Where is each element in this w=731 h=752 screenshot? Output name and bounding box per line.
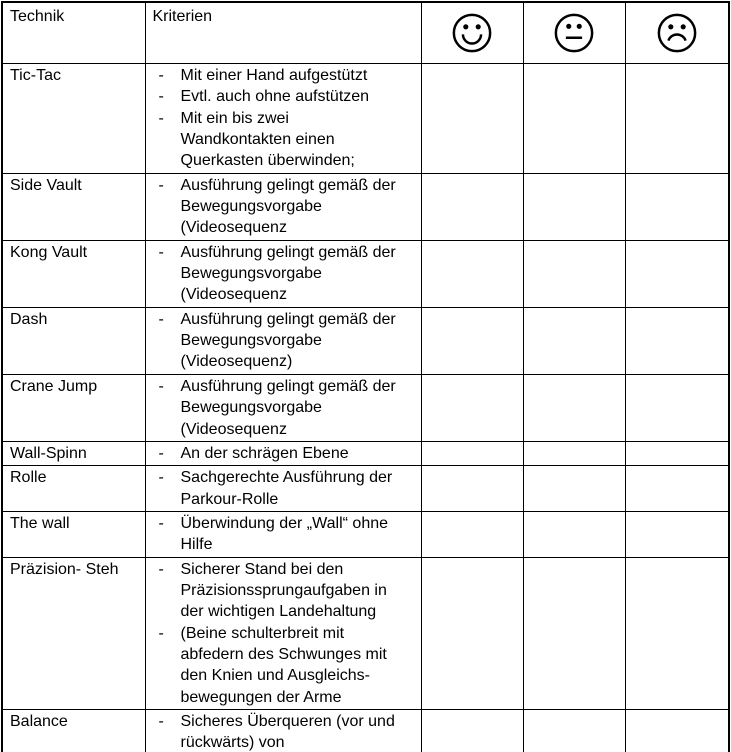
criteria-text: Evtl. auch ohne aufstützen (180, 88, 370, 106)
row-kong-vault: Kong Vault - Ausführung gelingt gemäß der… (1, 239, 730, 308)
row-rolle: Rolle - Sachgerechte Ausführung der Parko… (1, 465, 730, 512)
neutral-smiley-icon (554, 13, 594, 53)
bullet-marker: - (158, 243, 164, 261)
technik-cell: Side Vault (1, 172, 146, 241)
rating-cell-neutral[interactable] (522, 306, 626, 375)
sad-smiley-icon (657, 13, 697, 53)
criteria-text: Überwindung der „Wall“ ohne Hilfe (180, 514, 389, 554)
technik-cell: Rolle (1, 465, 146, 512)
bullet-marker: - (158, 560, 164, 578)
rating-cell-neutral[interactable] (522, 63, 626, 174)
rating-cell-neutral[interactable] (522, 373, 626, 442)
rating-cell-neutral[interactable] (522, 172, 626, 241)
bullet-marker: - (158, 176, 164, 194)
criteria-text: Ausführung gelingt gemäß der Bewegungsvo… (180, 176, 396, 237)
criteria-text: Sachgerechte Ausführung der Parkour-Roll… (180, 469, 393, 508)
criteria-text: Mit ein bis zwei Wandkontakten einen Que… (180, 109, 355, 170)
technik-cell: Präzision- Steh (1, 556, 146, 710)
rating-cell-negative[interactable] (624, 708, 730, 752)
bullet-marker: - (158, 88, 164, 106)
rating-cell-positive[interactable] (420, 510, 524, 558)
criteria-cell: - Ausführung gelingt gemäß der Bewegungsv… (144, 373, 422, 442)
rating-cell-positive[interactable] (420, 239, 524, 308)
header-rating-negative (624, 1, 730, 64)
technik-cell: Tic-Tac (1, 63, 146, 174)
row-dash: Dash - Ausführung gelingt gemäß der Beweg… (1, 306, 730, 375)
rating-cell-negative[interactable] (624, 510, 730, 558)
header-technik: Technik (1, 1, 146, 64)
rating-cell-negative[interactable] (624, 373, 730, 442)
rating-cell-neutral[interactable] (522, 239, 626, 308)
technik-cell: Crane Jump (1, 373, 146, 442)
rating-cell-positive[interactable] (420, 373, 524, 442)
criteria-text: An der schrägen Ebene (180, 444, 349, 462)
rating-cell-positive[interactable] (420, 172, 524, 241)
row-side-vault: Side Vault - Ausführung gelingt gemäß der… (1, 172, 730, 241)
rating-cell-neutral[interactable] (522, 465, 626, 512)
criteria-cell: - Mit einer Hand aufgestützt - Evtl. auch … (144, 63, 422, 174)
technik-cell: The wall (1, 510, 146, 558)
technik-cell: Balance (1, 708, 146, 752)
rating-cell-negative[interactable] (624, 306, 730, 375)
row-header: Technik Kriterien (1, 1, 730, 64)
bullet-marker: - (158, 67, 164, 84)
bullet-marker: - (158, 109, 164, 127)
bullet-marker: - (158, 712, 164, 730)
rating-cell-neutral[interactable] (522, 556, 626, 710)
header-rating-positive (420, 1, 524, 64)
criteria-text: Ausführung gelingt gemäß der Bewegungsvo… (180, 310, 396, 371)
criteria-text: Ausführung gelingt gemäß der Bewegungsvo… (180, 377, 396, 438)
row-tic-tac: Tic-Tac - Mit einer Hand aufgestützt - Evt… (1, 63, 730, 174)
bullet-marker: - (158, 469, 164, 487)
row-wall-spinn: Wall-Spinn - An der schrägen Ebene (1, 440, 730, 467)
rating-cell-negative[interactable] (624, 440, 730, 467)
rating-cell-positive[interactable] (420, 440, 524, 467)
rating-cell-positive[interactable] (420, 556, 524, 710)
criteria-text: Mit einer Hand aufgestützt (180, 67, 368, 84)
criteria-cell: - Ausführung gelingt gemäß der Bewegungsv… (144, 239, 422, 308)
rating-cell-negative[interactable] (624, 63, 730, 174)
criteria-cell: - Sicheres Überqueren (vor und rückwärts)… (144, 708, 422, 752)
bullet-marker: - (158, 624, 164, 642)
technik-cell: Wall-Spinn (1, 440, 146, 467)
rating-cell-positive[interactable] (420, 63, 524, 174)
rating-cell-positive[interactable] (420, 708, 524, 752)
bullet-marker: - (158, 377, 164, 395)
rating-cell-negative[interactable] (624, 172, 730, 241)
rating-cell-positive[interactable] (420, 465, 524, 512)
header-rating-neutral (522, 1, 626, 64)
criteria-cell: - Ausführung gelingt gemäß der Bewegungsv… (144, 306, 422, 375)
bullet-marker: - (158, 514, 164, 532)
rating-cell-negative[interactable] (624, 239, 730, 308)
rating-cell-negative[interactable] (624, 556, 730, 710)
rating-cell-neutral[interactable] (522, 708, 626, 752)
technik-cell: Dash (1, 306, 146, 375)
criteria-cell: - Ausführung gelingt gemäß der Bewegungsv… (144, 172, 422, 241)
rating-cell-neutral[interactable] (522, 510, 626, 558)
row-the-wall: The wall - Überwindung der „Wall“ ohne Hi… (1, 510, 730, 558)
bullet-marker: - (158, 444, 164, 462)
rating-cell-negative[interactable] (624, 465, 730, 512)
header-kriterien: Kriterien (144, 1, 422, 64)
criteria-text: Sicherer Stand bei den Präzisionssprunga… (180, 560, 387, 621)
bullet-marker: - (158, 310, 164, 328)
criteria-cell: - An der schrägen Ebene (144, 440, 422, 467)
criteria-text: (Beine schulterbreit mit abfedern des Sc… (180, 624, 387, 706)
row-crane-jump: Crane Jump - Ausführung gelingt gemäß der… (1, 373, 730, 442)
happy-smiley-icon (452, 13, 492, 53)
criteria-cell: - Sicherer Stand bei den Präzisionssprung… (144, 556, 422, 710)
row-balance: Balance - Sicheres Überqueren (vor und rü… (1, 708, 730, 752)
criteria-text: Sicheres Überqueren (vor und rückwärts) … (180, 712, 395, 752)
criteria-cell: - Überwindung der „Wall“ ohne Hilfe (144, 510, 422, 558)
criteria-text: Ausführung gelingt gemäß der Bewegungsvo… (180, 243, 396, 304)
row-praezision-steh: Präzision- Steh - Sicherer Stand bei den … (1, 556, 730, 710)
rating-cell-neutral[interactable] (522, 440, 626, 467)
technik-cell: Kong Vault (1, 239, 146, 308)
rating-cell-positive[interactable] (420, 306, 524, 375)
criteria-cell: - Sachgerechte Ausführung der Parkour-Rol… (144, 465, 422, 512)
